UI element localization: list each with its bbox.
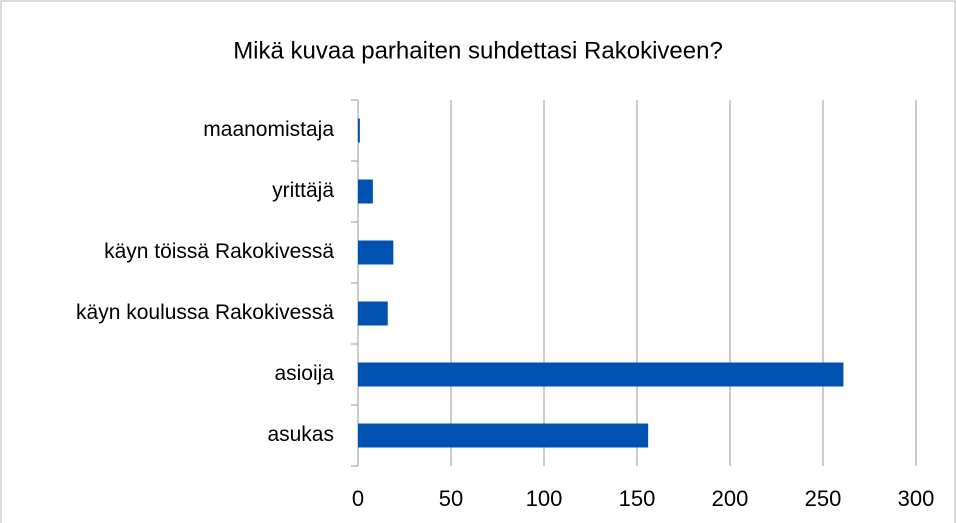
x-tick-label: 250: [805, 486, 842, 511]
x-tick-label: 50: [439, 486, 463, 511]
bar: [358, 179, 373, 204]
y-tick-label: maanomistaja: [203, 118, 334, 141]
y-tick-label: yrittäjä: [272, 179, 334, 202]
x-tick-label: 0: [352, 486, 364, 511]
bar: [358, 301, 388, 326]
bar: [358, 362, 844, 387]
bar: [358, 423, 649, 448]
y-tick-label: käyn töissä Rakokivessä: [104, 240, 334, 263]
x-tick-label: 100: [526, 486, 563, 511]
x-tick-label: 150: [619, 486, 656, 511]
y-tick-label: asioija: [274, 362, 334, 385]
bar: [358, 118, 360, 143]
y-tick-label: asukas: [267, 423, 334, 446]
y-tick-label: käyn koulussa Rakokivessä: [76, 301, 334, 324]
x-tick-label: 300: [898, 486, 935, 511]
x-tick-label: 200: [712, 486, 749, 511]
bar: [358, 240, 394, 265]
chart-title: Mikä kuvaa parhaiten suhdettasi Rakokive…: [233, 37, 723, 64]
